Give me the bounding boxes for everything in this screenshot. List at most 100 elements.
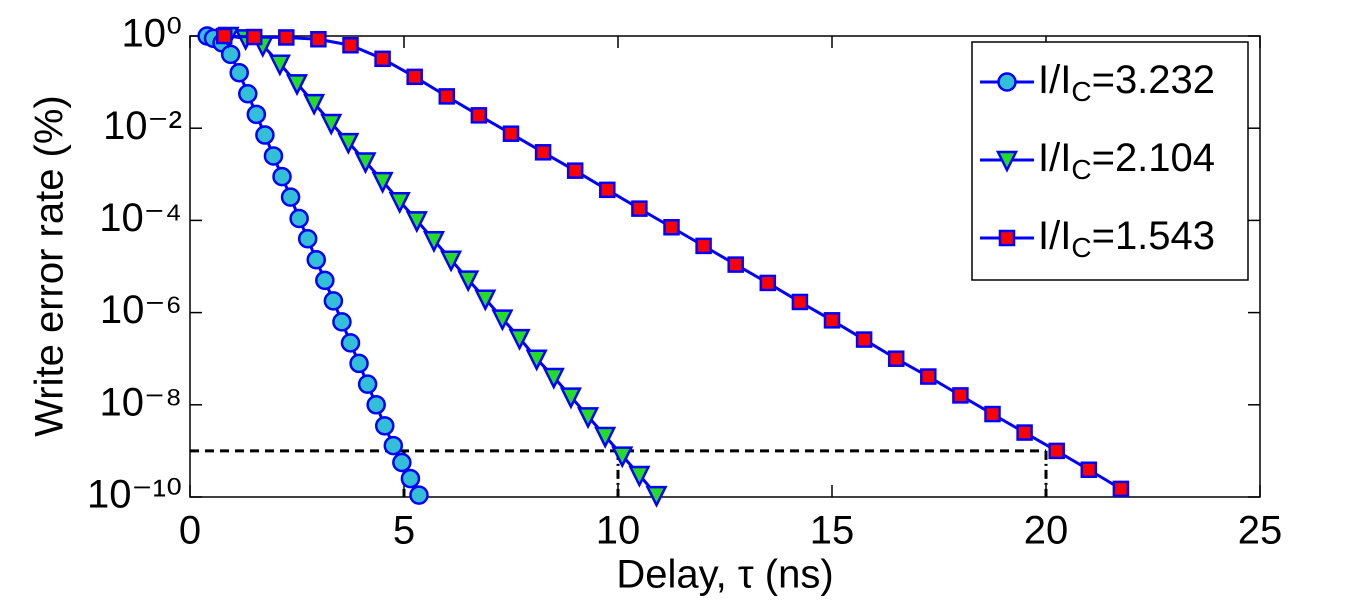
legend-label: I/IC=2.104 xyxy=(1038,136,1215,186)
marker xyxy=(998,229,1016,247)
marker xyxy=(594,426,617,449)
marker xyxy=(1048,442,1065,460)
marker xyxy=(392,452,412,473)
marker xyxy=(285,74,309,97)
marker xyxy=(438,88,456,105)
marker xyxy=(920,368,937,385)
marker xyxy=(229,62,249,83)
marker xyxy=(525,349,548,372)
marker xyxy=(422,231,445,254)
plot-frame xyxy=(189,35,1261,498)
marker xyxy=(332,312,352,332)
marker xyxy=(1080,461,1098,479)
marker xyxy=(823,312,841,329)
marker xyxy=(628,465,651,488)
marker xyxy=(342,37,359,54)
marker xyxy=(340,333,361,353)
x-tick-label: 5 xyxy=(393,509,415,553)
marker xyxy=(337,132,360,155)
marker xyxy=(559,387,582,410)
marker xyxy=(255,125,275,145)
marker xyxy=(383,435,404,456)
y-tick-label: 10⁻² xyxy=(103,104,182,148)
marker xyxy=(599,181,616,199)
x-axis-label: Delay, τ (ns) xyxy=(616,553,833,597)
x-tick-label: 10 xyxy=(596,509,641,553)
marker xyxy=(400,468,421,489)
marker xyxy=(474,289,497,312)
marker xyxy=(1016,424,1033,441)
legend-label: I/IC=1.543 xyxy=(1038,214,1215,264)
marker xyxy=(354,152,377,175)
marker xyxy=(310,31,327,48)
legend: I/IC=3.232 I/IC=2.104 I/IC=1.543 xyxy=(971,41,1249,281)
marker xyxy=(695,237,712,255)
marker xyxy=(374,416,395,436)
y-tick-label: 10⁻⁶ xyxy=(100,288,182,332)
marker xyxy=(995,150,1019,173)
marker xyxy=(727,256,744,273)
marker xyxy=(577,407,600,430)
x-tick-label: 25 xyxy=(1238,509,1283,553)
marker xyxy=(759,274,777,292)
marker xyxy=(984,405,1001,423)
marker xyxy=(502,125,520,142)
series-line xyxy=(228,34,658,497)
marker xyxy=(887,350,905,367)
marker xyxy=(215,27,233,45)
marker xyxy=(663,219,680,236)
marker xyxy=(406,68,423,86)
marker xyxy=(491,309,514,332)
marker xyxy=(791,293,809,311)
marker xyxy=(297,228,318,249)
marker xyxy=(611,446,634,469)
x-tick-label: 0 xyxy=(179,509,201,553)
marker xyxy=(289,208,309,229)
y-axis-label: Write error rate (%) xyxy=(28,95,72,437)
marker xyxy=(997,72,1017,92)
marker xyxy=(440,250,463,273)
marker xyxy=(542,367,565,390)
x-tick-label: 15 xyxy=(810,509,855,553)
marker xyxy=(952,387,969,404)
marker xyxy=(272,166,292,187)
marker xyxy=(238,83,258,104)
marker xyxy=(534,144,552,161)
marker xyxy=(566,162,584,179)
marker xyxy=(280,187,301,207)
marker xyxy=(470,107,488,124)
marker xyxy=(1112,480,1130,498)
x-tick-label: 20 xyxy=(1024,509,1069,553)
y-tick-label: 10⁰ xyxy=(121,12,182,56)
marker xyxy=(374,50,391,68)
marker xyxy=(278,29,295,46)
marker xyxy=(457,270,480,293)
marker xyxy=(508,328,531,351)
marker xyxy=(371,171,394,194)
marker xyxy=(246,104,267,125)
marker xyxy=(405,211,428,234)
marker xyxy=(306,250,327,270)
marker xyxy=(268,54,291,77)
marker xyxy=(357,374,378,394)
marker xyxy=(349,353,369,374)
marker xyxy=(220,44,241,65)
marker xyxy=(315,270,335,291)
marker xyxy=(645,485,668,508)
marker xyxy=(320,113,343,136)
y-tick-label: 10⁻¹⁰ xyxy=(87,473,182,517)
marker xyxy=(855,331,873,348)
marker xyxy=(303,93,326,116)
marker xyxy=(245,28,263,46)
marker xyxy=(388,192,411,215)
y-tick-label: 10⁻⁴ xyxy=(99,196,182,240)
marker xyxy=(323,291,344,311)
marker xyxy=(263,146,284,166)
legend-label: I/IC=3.232 xyxy=(1038,58,1215,108)
y-tick-label: 10⁻⁸ xyxy=(100,380,182,424)
marker xyxy=(366,395,386,415)
marker xyxy=(631,200,648,217)
marker xyxy=(409,485,429,505)
